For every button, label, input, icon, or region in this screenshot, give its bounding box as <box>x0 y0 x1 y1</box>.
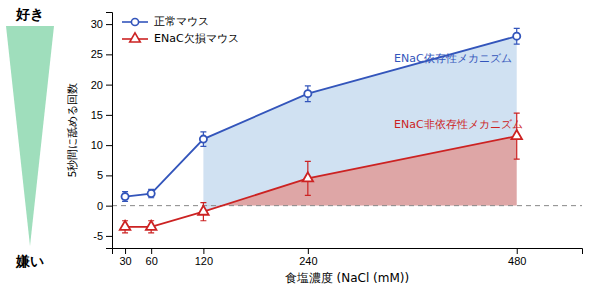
legend-marker <box>131 18 138 25</box>
reference-line <box>112 205 582 206</box>
tick-mark <box>106 175 112 176</box>
tick-label: 240 <box>299 255 317 267</box>
data-point <box>304 90 311 97</box>
tick-mark <box>517 248 518 254</box>
legend-label: ENaC欠損マウス <box>154 32 239 45</box>
side-scale: 好き嫌い <box>6 6 54 269</box>
tick-label: 60 <box>146 255 158 267</box>
data-point <box>511 130 522 139</box>
tick: 60 <box>146 248 158 267</box>
tick-label: 0 <box>97 200 103 212</box>
chart: 好き嫌い 30 60 120 240 480 -5 0 5 10 15 20 25 30 食塩濃度 (NaC… <box>0 0 600 290</box>
tick-mark <box>106 85 112 86</box>
tick-label: 480 <box>508 255 526 267</box>
tick-label: -5 <box>93 230 103 242</box>
error-bar <box>514 28 520 44</box>
tick-label: 10 <box>91 139 103 151</box>
data-point <box>146 221 157 230</box>
data-point <box>198 206 209 215</box>
y-axis: -5 0 5 10 15 20 25 30 <box>91 13 113 249</box>
error-bar <box>122 192 128 202</box>
annotation: ENaC非依存性メカニズム <box>394 118 523 131</box>
tick: 120 <box>195 248 213 267</box>
tick: 15 <box>91 109 112 121</box>
tick-label: 25 <box>91 48 103 60</box>
legend-marker <box>130 33 141 42</box>
tick: 25 <box>91 48 112 60</box>
tick: -5 <box>93 230 112 242</box>
legend-label: 正常マウス <box>154 15 209 28</box>
tick-mark <box>106 206 112 207</box>
x-axis-title: 食塩濃度 (NaCl (mM)) <box>285 271 409 285</box>
tick: 30 <box>119 248 131 267</box>
tick-mark <box>106 54 112 55</box>
data-point <box>513 33 520 40</box>
tick-mark <box>106 115 112 116</box>
tick-label: 15 <box>91 109 103 121</box>
tick-label: 30 <box>91 18 103 30</box>
y-axis-title: 5秒間に舐める回数 <box>66 83 79 178</box>
tick-mark <box>106 24 112 25</box>
tick-label: 5 <box>97 169 103 181</box>
tick-label: 20 <box>91 79 103 91</box>
data-point <box>200 136 207 143</box>
tick: 20 <box>91 79 112 91</box>
legend: 正常マウス ENaC欠損マウス <box>122 15 239 45</box>
tick: 480 <box>508 248 526 267</box>
series-line <box>125 36 517 196</box>
axis-line <box>113 249 583 255</box>
tick-mark <box>151 248 152 254</box>
x-axis: 30 60 120 240 480 <box>113 248 583 267</box>
annotation: ENaC依存性メカニズム <box>394 52 512 65</box>
tick-label: 120 <box>195 255 213 267</box>
data-point <box>303 172 314 181</box>
axis-line <box>106 13 113 249</box>
data-point <box>148 190 155 197</box>
tick-mark <box>106 236 112 237</box>
tick-mark <box>203 248 204 254</box>
tick: 5 <box>97 169 112 181</box>
error-bar <box>200 132 206 147</box>
preference-triangle <box>6 26 54 246</box>
tick-mark <box>308 248 309 254</box>
tick-mark <box>125 248 126 254</box>
side-scale-top: 好き <box>15 6 44 22</box>
tick: 240 <box>299 248 317 267</box>
legend-entry: ENaC欠損マウス <box>122 32 239 45</box>
side-scale-bottom: 嫌い <box>15 253 44 269</box>
series-line <box>125 136 517 227</box>
data-point <box>121 193 128 200</box>
tick-mark <box>106 145 112 146</box>
error-bar <box>148 189 154 197</box>
plot-area <box>112 28 582 233</box>
legend-entry: 正常マウス <box>122 15 209 28</box>
tick: 0 <box>97 200 112 212</box>
data-point <box>120 221 131 230</box>
tick-label: 30 <box>119 255 131 267</box>
tick: 30 <box>91 18 112 30</box>
tick: 10 <box>91 139 112 151</box>
error-bar <box>305 86 311 102</box>
